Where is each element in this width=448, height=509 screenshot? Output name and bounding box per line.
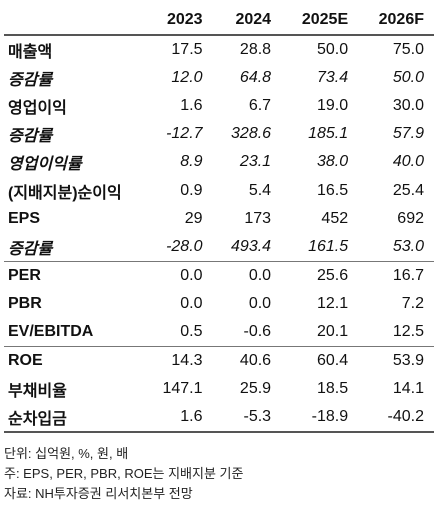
value-cell: 14.3 <box>171 352 203 370</box>
row-label: PBR <box>8 294 42 312</box>
row-label: 영업이익률 <box>8 156 82 174</box>
row-label: EV/EBITDA <box>4 317 144 348</box>
value-cell: 57.9 <box>392 125 424 143</box>
table-row: 영업이익 1.6 6.7 19.0 30.0 <box>4 92 434 120</box>
value-cell: 40.0 <box>392 153 424 171</box>
column-header: 2024 <box>212 6 282 36</box>
table-row: 매출액 17.5 28.8 50.0 75.0 <box>4 35 434 64</box>
row-label: 증감률 <box>8 128 53 146</box>
row-label: ROE <box>8 352 43 370</box>
table-row: PER 0.0 0.0 25.6 16.7 <box>4 261 434 290</box>
row-label: 증감률 <box>8 72 53 90</box>
note-line: 자료: NH투자증권 리서치본부 전망 <box>4 486 193 501</box>
column-header <box>4 6 144 36</box>
table-row: 증감률 -12.7 328.6 185.1 57.9 <box>4 120 434 148</box>
financial-table: 2023 2024 2025E 2026F 매출액 17.5 28.8 50.0 75.0 증감… <box>4 6 434 434</box>
table-row: 증감률 -28.0 493.4 161.5 53.0 <box>4 232 434 262</box>
value-cell: 23.1 <box>239 153 272 171</box>
value-cell: 185.1 <box>308 125 349 143</box>
value-cell: 19.0 <box>316 97 349 115</box>
value-cell: 0.0 <box>180 294 203 312</box>
value-cell: 53.9 <box>392 352 424 370</box>
table-row: 증감률 12.0 64.8 73.4 50.0 <box>4 64 434 92</box>
value-cell: 18.5 <box>316 380 349 398</box>
value-cell: 328.6 <box>231 125 272 143</box>
value-cell: 692 <box>397 209 424 227</box>
value-cell: 452 <box>321 209 349 227</box>
value-cell: -40.2 <box>358 403 434 434</box>
row-label: 영업이익 <box>8 100 67 118</box>
note-line: 주: EPS, PER, PBR, ROE는 지배지분 기준 <box>4 466 244 481</box>
table-row: PBR 0.0 0.0 12.1 7.2 <box>4 290 434 318</box>
value-cell: 16.7 <box>392 266 424 284</box>
value-cell: 17.5 <box>171 41 203 59</box>
value-cell: 30.0 <box>392 97 424 115</box>
value-cell: 20.1 <box>281 317 359 348</box>
table-row: (지배지분)순이익 0.9 5.4 16.5 25.4 <box>4 176 434 204</box>
value-cell: 38.0 <box>316 153 349 171</box>
value-cell: -28.0 <box>144 232 213 262</box>
value-cell: 16.5 <box>316 181 349 199</box>
row-label: 매출액 <box>8 44 53 62</box>
table-row: EV/EBITDA 0.5 -0.6 20.1 12.5 <box>4 317 434 348</box>
row-label: 증감률 <box>4 232 144 262</box>
value-cell: 40.6 <box>239 352 272 370</box>
value-cell: 0.9 <box>180 181 203 199</box>
value-cell: 12.1 <box>316 294 349 312</box>
value-cell: 12.0 <box>171 69 203 87</box>
row-label: PER <box>8 266 41 284</box>
table-row: 부채비율 147.1 25.9 18.5 14.1 <box>4 375 434 403</box>
value-cell: 5.4 <box>248 181 272 199</box>
value-cell: 6.7 <box>248 97 272 115</box>
value-cell: 7.2 <box>401 294 424 312</box>
value-cell: 25.4 <box>392 181 424 199</box>
row-label: (지배지분)순이익 <box>8 184 122 202</box>
table-row: EPS 29 173 452 692 <box>4 205 434 233</box>
value-cell: 50.0 <box>316 41 349 59</box>
value-cell: 53.0 <box>358 232 434 262</box>
value-cell: -18.9 <box>281 403 359 434</box>
header-row: 2023 2024 2025E 2026F <box>4 6 434 36</box>
value-cell: -5.3 <box>212 403 282 434</box>
value-cell: 173 <box>244 209 272 227</box>
value-cell: 8.9 <box>180 153 203 171</box>
value-cell: -0.6 <box>212 317 282 348</box>
value-cell: 0.0 <box>248 294 272 312</box>
value-cell: 75.0 <box>392 41 424 59</box>
value-cell: 1.6 <box>180 97 203 115</box>
row-label: 부채비율 <box>8 383 67 401</box>
value-cell: 0.0 <box>180 266 203 284</box>
value-cell: 29 <box>184 209 203 227</box>
column-header: 2025E <box>281 6 359 36</box>
value-cell: 147.1 <box>162 380 203 398</box>
value-cell: 0.0 <box>248 266 272 284</box>
value-cell: 12.5 <box>358 317 434 348</box>
value-cell: 161.5 <box>281 232 359 262</box>
value-cell: 64.8 <box>239 69 272 87</box>
value-cell: 28.8 <box>239 41 272 59</box>
table-row: 순차입금 1.6 -5.3 -18.9 -40.2 <box>4 403 434 434</box>
value-cell: 493.4 <box>212 232 282 262</box>
value-cell: 50.0 <box>392 69 424 87</box>
table-row: 영업이익률 8.9 23.1 38.0 40.0 <box>4 148 434 176</box>
column-header: 2023 <box>144 6 213 36</box>
value-cell: 25.9 <box>239 380 272 398</box>
row-label: 순차입금 <box>4 403 144 434</box>
note-line: 단위: 십억원, %, 원, 배 <box>4 446 129 461</box>
value-cell: 1.6 <box>144 403 213 434</box>
value-cell: 25.6 <box>316 266 349 284</box>
row-label: EPS <box>8 209 41 227</box>
column-header: 2026F <box>358 6 434 36</box>
value-cell: -12.7 <box>166 125 203 143</box>
value-cell: 0.5 <box>144 317 213 348</box>
value-cell: 14.1 <box>392 380 424 398</box>
table-row: ROE 14.3 40.6 60.4 53.9 <box>4 347 434 376</box>
value-cell: 73.4 <box>316 69 349 87</box>
value-cell: 60.4 <box>316 352 349 370</box>
